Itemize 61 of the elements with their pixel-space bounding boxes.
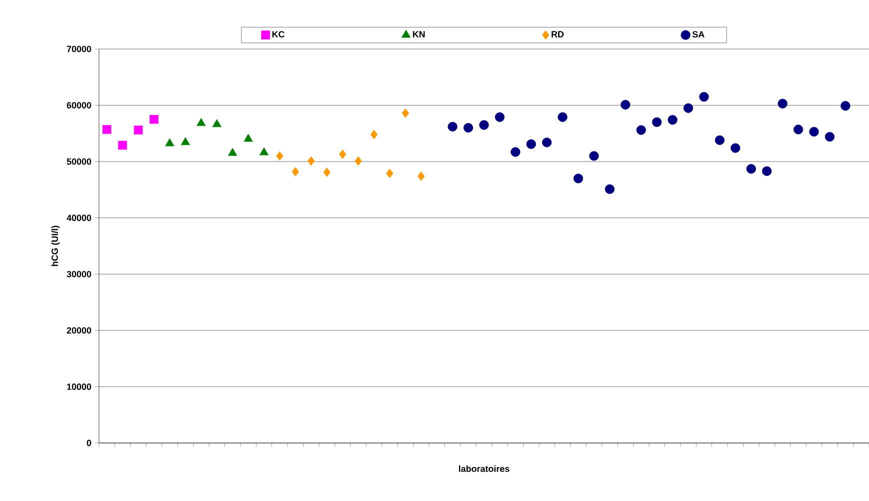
point [386, 168, 394, 178]
x-axis-title: laboratoires [458, 465, 510, 472]
point [244, 134, 253, 142]
point [558, 112, 568, 122]
point [762, 166, 772, 176]
point [228, 148, 238, 156]
point [354, 156, 362, 166]
point [402, 108, 410, 118]
point [510, 147, 520, 157]
point [180, 137, 190, 146]
point [102, 125, 112, 134]
point [259, 147, 269, 156]
point [652, 117, 662, 127]
point [730, 143, 740, 153]
point [824, 132, 835, 142]
legend-label: KN [412, 31, 425, 38]
point [668, 115, 678, 125]
point [150, 114, 158, 124]
point [636, 125, 646, 135]
y-tick-label: 50000 [66, 158, 92, 165]
y-tick-label: 20000 [66, 327, 92, 334]
y-tick-label: 40000 [66, 214, 92, 222]
point [463, 122, 474, 133]
point [778, 98, 788, 108]
point [323, 168, 330, 177]
point [134, 126, 143, 134]
point [714, 135, 725, 145]
y-tick-label: 0 [86, 440, 92, 446]
point [809, 126, 819, 137]
legend-label: RD [552, 31, 564, 38]
point [276, 151, 284, 161]
point [118, 140, 127, 150]
point [683, 103, 694, 113]
point [840, 101, 850, 111]
point [418, 171, 425, 181]
y-axis-title: hCG (UI/l) [51, 226, 60, 266]
point [573, 174, 584, 184]
point [212, 119, 222, 128]
point [308, 156, 315, 166]
point [793, 124, 804, 134]
y-tick-label: 30000 [66, 270, 92, 278]
point [699, 92, 709, 102]
point [196, 118, 206, 126]
legend-label: KC [272, 31, 284, 38]
point [165, 138, 174, 146]
point [479, 120, 489, 130]
point [526, 139, 536, 149]
point [746, 164, 756, 174]
legend-label: SA [692, 31, 704, 38]
point [494, 112, 505, 122]
point [448, 122, 458, 132]
point [292, 166, 300, 176]
y-tick-label: 70000 [66, 46, 92, 52]
point [542, 138, 552, 148]
point [620, 100, 630, 110]
point [589, 151, 599, 161]
point [339, 150, 346, 159]
y-tick-label: 60000 [66, 102, 92, 108]
y-tick-label: 10000 [67, 384, 92, 390]
point [370, 130, 378, 140]
point [604, 184, 615, 194]
